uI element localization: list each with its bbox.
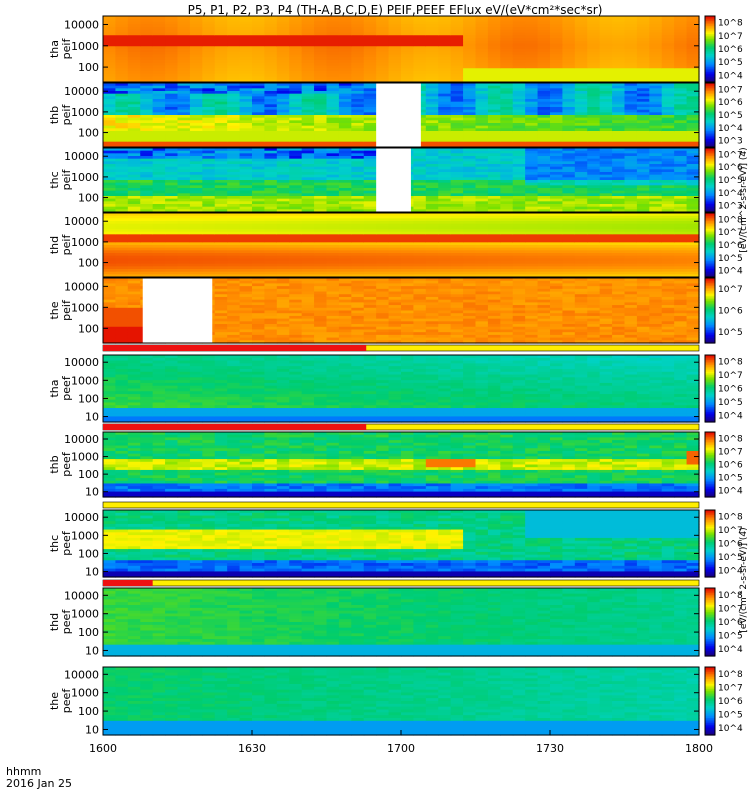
- colorbar-tha_peif: 10^8 10^7 10^6 10^5 10^4: [705, 16, 743, 83]
- colorbar-tick-label: 10^4: [718, 124, 743, 134]
- colorbar-tick-label: 10^4: [718, 189, 743, 199]
- colorbar-tick-label: 10^6: [718, 45, 743, 55]
- y-tick-label: 10000: [64, 18, 99, 31]
- panel-ylabel: peif: [60, 234, 73, 256]
- y-tick-label: 1000: [71, 40, 99, 53]
- colorbar-tick-label: 10^8: [718, 19, 743, 29]
- date-label: 2016 Jan 25: [6, 777, 72, 790]
- colorbar-thc_peif: 10^7 10^6 10^5 10^4 10^3: [705, 148, 743, 213]
- colorbar-tick-label: 10^7: [718, 85, 743, 95]
- colorbar-thd_peif: 10^8 10^7 10^6 10^5 10^4: [705, 213, 743, 278]
- colorbar-tick-label: 10^4: [718, 71, 743, 81]
- y-tick-label: 10000: [64, 150, 99, 163]
- colorbar-tick-label: 10^5: [718, 111, 743, 121]
- y-tick-label: 1000: [71, 171, 99, 184]
- colorbar-tick-label: 10^6: [718, 163, 743, 173]
- y-tick-label: 10000: [64, 215, 99, 228]
- colorbar-tick-label: 10^4: [718, 267, 743, 277]
- colorbar-tick-label: 10^3: [718, 137, 743, 147]
- y-tick-label: 1000: [71, 236, 99, 249]
- data-gap: [376, 148, 411, 212]
- y-tick-label: 100: [78, 127, 99, 140]
- colorbar-tick-label: 10^7: [718, 32, 743, 42]
- y-tick-label: 1000: [71, 106, 99, 119]
- data-gap: [376, 83, 421, 147]
- colorbar-tick-label: 10^8: [718, 215, 743, 225]
- colorbar-tick-label: 10^6: [718, 98, 743, 108]
- figure-title: P5, P1, P2, P3, P4 (TH-A,B,C,D,E) PEIF,P…: [188, 3, 603, 17]
- colorbar-tick-label: 10^5: [718, 58, 743, 68]
- colorbar-tick-label: 10^7: [718, 228, 743, 238]
- y-tick-label: 10000: [64, 85, 99, 98]
- panel-ylabel: peif: [60, 38, 73, 60]
- colorbar-tick-label: 10^6: [718, 241, 743, 251]
- y-tick-label: 100: [78, 192, 99, 205]
- colorbar-tick-label: 10^3: [718, 202, 743, 212]
- y-tick-label: 100: [78, 61, 99, 74]
- colorbar-tick-label: 10^7: [718, 150, 743, 160]
- panel-ylabel: peif: [60, 104, 73, 126]
- panel-ylabel: peif: [60, 169, 73, 191]
- y-tick-label: 100: [78, 257, 99, 270]
- colorbar-thb_peif: 10^7 10^6 10^5 10^4 10^3: [705, 83, 743, 148]
- colorbar-tick-label: 10^5: [718, 176, 743, 186]
- colorbar-tick-label: 10^5: [718, 254, 743, 264]
